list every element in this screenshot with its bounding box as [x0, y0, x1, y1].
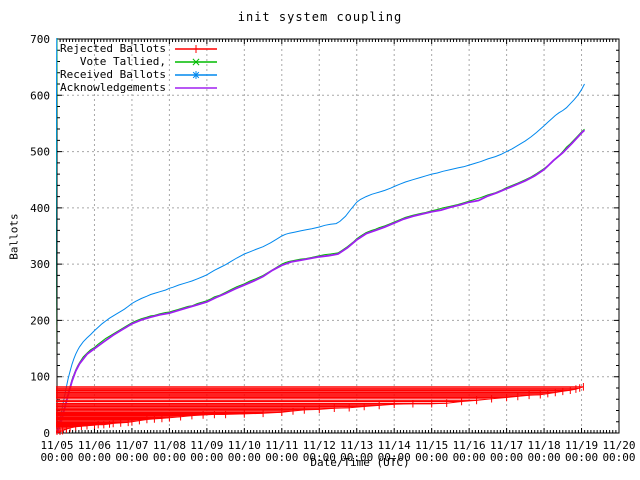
plot-border [56, 38, 620, 434]
x-tick-label: 11/12 00:00 [303, 439, 336, 464]
x-axis-title: Date/Time (UTC) [310, 456, 410, 469]
legend-sample-line [175, 70, 217, 79]
y-tick-label: 700 [30, 33, 50, 46]
x-tick-label: 11/20 00:00 [602, 439, 635, 464]
legend-item-acknowledgements: Acknowledgements [60, 81, 219, 94]
y-tick-label: 300 [30, 258, 50, 271]
legend-item-vote-tallied: Vote Tallied, [60, 55, 219, 68]
series-line [56, 128, 585, 434]
x-tick-label: 11/09 00:00 [190, 439, 223, 464]
legend: Rejected Ballots Vote Tallied, Received … [60, 42, 219, 94]
y-tick-label: 600 [30, 89, 50, 102]
x-tick-label: 11/10 00:00 [228, 439, 261, 464]
y-tick-label: 200 [30, 314, 50, 327]
x-tick-label: 11/05 00:00 [40, 439, 73, 464]
y-tick-label: 400 [30, 202, 50, 215]
x-tick-label: 11/17 00:00 [490, 439, 523, 464]
legend-label: Rejected Ballots [60, 42, 166, 55]
x-tick-label: 11/11 00:00 [265, 439, 298, 464]
chart-title: init system coupling [237, 10, 403, 24]
series-markers [56, 38, 58, 435]
x-tick-label: 11/06 00:00 [78, 439, 111, 464]
series-line [56, 83, 585, 434]
legend-sample-marker [192, 44, 200, 53]
y-tick-label: 500 [30, 146, 50, 159]
x-tick-label: 11/08 00:00 [153, 439, 186, 464]
legend-sample-line [175, 58, 217, 65]
series-line [56, 129, 586, 434]
x-tick-label: 11/19 00:00 [565, 439, 598, 464]
legend-sample-marker [192, 70, 200, 79]
series-markers [56, 383, 584, 435]
legend-sample-line [175, 44, 217, 53]
y-tick-label: 0 [43, 427, 50, 440]
legend-label: Vote Tallied, [79, 55, 166, 68]
legend-label: Received Ballots [60, 68, 166, 81]
legend-label: Acknowledgements [60, 81, 166, 94]
series-rejected-ballots [56, 383, 584, 435]
x-tick-label: 11/15 00:00 [415, 439, 448, 464]
x-tick-label: 11/14 00:00 [378, 439, 411, 464]
y-tick-label: 100 [30, 371, 50, 384]
legend-item-received-ballots: Received Ballots [60, 68, 219, 81]
x-tick-label: 11/07 00:00 [115, 439, 148, 464]
x-tick-label: 11/16 00:00 [453, 439, 486, 464]
legend-sample-line [175, 86, 217, 89]
legend-sample-marker [192, 58, 200, 65]
x-tick-label: 11/18 00:00 [528, 439, 561, 464]
legend-item-rejected-ballots: Rejected Ballots [60, 42, 219, 55]
axis-ticks [56, 38, 620, 434]
series-acknowledgements [56, 129, 586, 434]
x-tick-label: 11/13 00:00 [340, 439, 373, 464]
